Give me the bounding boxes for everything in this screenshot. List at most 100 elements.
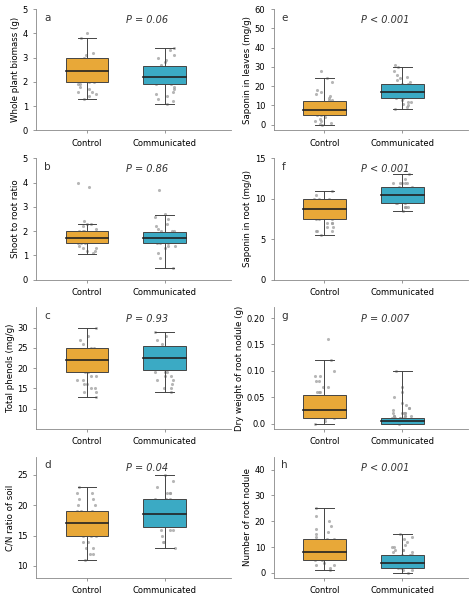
Point (389, 416, 396, 426)
Point (83, 231, 91, 241)
Point (395, 182, 402, 191)
Point (85, 60, 93, 70)
Point (328, 206, 336, 216)
Point (79, 63, 86, 72)
Point (389, 406, 397, 415)
Point (407, 411, 415, 421)
Point (84, 537, 91, 546)
Point (325, 408, 333, 418)
Point (319, 408, 326, 418)
Point (167, 383, 175, 393)
Point (158, 234, 166, 243)
Point (75, 482, 82, 492)
Point (318, 555, 326, 565)
Point (80, 519, 87, 528)
Point (392, 198, 400, 207)
Point (311, 555, 319, 565)
Point (310, 99, 318, 108)
Bar (381, 84, 424, 98)
Point (389, 542, 396, 552)
Point (169, 376, 177, 385)
Point (328, 78, 336, 87)
Point (330, 366, 337, 376)
Point (90, 355, 98, 365)
Point (160, 383, 168, 393)
Point (316, 119, 323, 129)
Point (164, 501, 172, 510)
Point (76, 335, 84, 344)
Point (328, 186, 336, 195)
Point (81, 555, 89, 565)
Point (398, 387, 406, 397)
Point (170, 43, 178, 53)
Point (75, 495, 82, 504)
Point (327, 566, 334, 575)
Point (85, 183, 93, 192)
Point (311, 371, 319, 381)
Point (78, 239, 85, 248)
Point (165, 231, 173, 241)
Point (392, 413, 399, 423)
Point (312, 532, 320, 542)
Point (401, 408, 409, 418)
Point (78, 234, 86, 243)
Point (169, 507, 177, 516)
Point (87, 531, 94, 540)
Point (82, 367, 89, 377)
Point (401, 84, 409, 93)
Point (318, 202, 325, 212)
Point (153, 79, 160, 89)
Point (327, 108, 334, 118)
Point (77, 519, 84, 528)
Text: a: a (44, 13, 50, 23)
Point (80, 339, 87, 349)
Point (156, 239, 164, 248)
Point (326, 103, 334, 112)
Point (154, 248, 162, 258)
Point (91, 364, 99, 373)
Point (330, 406, 338, 415)
Point (401, 198, 409, 207)
Point (401, 174, 409, 183)
Point (153, 519, 160, 528)
Point (398, 398, 405, 407)
Point (393, 70, 401, 79)
Point (91, 77, 98, 87)
Point (157, 60, 165, 70)
Text: P < 0.001: P < 0.001 (361, 164, 409, 174)
Point (403, 178, 411, 188)
Point (92, 531, 100, 540)
Point (93, 243, 100, 253)
Point (316, 114, 324, 124)
Point (329, 540, 337, 549)
Point (397, 416, 405, 426)
Point (400, 194, 408, 204)
Point (399, 408, 406, 418)
Point (83, 28, 91, 38)
Point (152, 359, 159, 369)
Point (153, 335, 160, 344)
Point (166, 46, 174, 55)
Point (310, 202, 318, 212)
Bar (381, 186, 424, 203)
Point (155, 224, 162, 234)
Point (400, 206, 407, 216)
Point (401, 178, 409, 188)
Point (390, 186, 398, 195)
Point (161, 209, 169, 219)
Point (317, 110, 324, 120)
Point (74, 79, 82, 89)
Point (401, 411, 409, 421)
Point (323, 99, 331, 108)
Point (403, 537, 411, 547)
Point (79, 227, 86, 236)
Point (159, 229, 166, 239)
Point (326, 91, 334, 100)
Text: P = 0.86: P = 0.86 (126, 164, 168, 174)
Point (398, 382, 405, 391)
Point (168, 371, 175, 381)
Point (157, 77, 164, 87)
Point (164, 231, 171, 241)
Point (162, 55, 170, 65)
Point (400, 408, 408, 418)
